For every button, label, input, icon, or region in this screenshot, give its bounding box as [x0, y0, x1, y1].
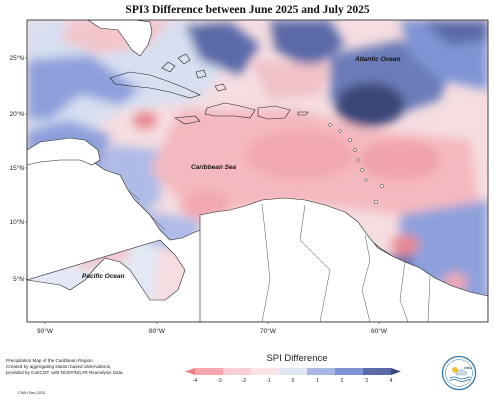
footer-line-3: provided by CariCOF, with NCEP/NCAR Rean…: [6, 370, 124, 376]
lat-tick-25n: 25°N: [9, 54, 24, 62]
yucatan-land: [27, 137, 101, 166]
caribbean-sea-label: Caribbean Sea: [191, 164, 237, 171]
lon-tick-80w: 80°W: [149, 327, 166, 335]
footer-line-1: Precipitation Map of the Caribbean Regio…: [6, 358, 94, 363]
legend-cell: [279, 368, 308, 375]
pacific-ocean-label: Pacific Ocean: [82, 273, 125, 280]
legend-tick: 4: [390, 378, 393, 384]
lon-tick-90w: 90°W: [37, 327, 54, 335]
lat-tick-5n: 5°N: [13, 275, 24, 283]
lat-tick-20n: 20°N: [9, 110, 24, 118]
legend-extend-low: [185, 368, 195, 375]
legend-tick: 1: [316, 378, 319, 384]
legend-cell: [251, 368, 280, 375]
lon-tick-70w: 70°W: [260, 327, 277, 335]
legend-tick: -1: [266, 378, 271, 384]
legend-cell: [223, 368, 252, 375]
map-title: SPI3 Difference between June 2025 and Ju…: [125, 4, 370, 16]
lat-tick-10n: 10°N: [9, 218, 24, 226]
footer-description: Precipitation Map of the Caribbean Regio…: [6, 358, 166, 377]
legend-tick: 3: [365, 378, 368, 384]
legend-cell: [307, 368, 336, 375]
south-america-land: [199, 197, 488, 322]
footer-credit: CIMH Sep-2025: [18, 391, 46, 395]
map-frame: [26, 19, 489, 323]
lat-tick-15n: 15°N: [9, 164, 24, 172]
spi-field: [27, 20, 488, 322]
legend-tick: 2: [341, 378, 344, 384]
legend-cell: [363, 368, 392, 375]
lon-tick-60w: 60°W: [371, 327, 388, 335]
atlantic-ocean-label: Atlantic Ocean: [354, 56, 401, 63]
footer-line-2: Created by aggregating station based obs…: [6, 364, 112, 370]
legend-tick: -4: [193, 378, 198, 384]
legend-tick: -2: [242, 378, 247, 384]
spi-colorbar: -4 -3 -2 -1 0 1 2 3 4: [185, 368, 401, 384]
logo-text: CIMH: [464, 366, 472, 370]
florida-land: [87, 20, 153, 57]
legend-cell: [195, 368, 224, 375]
legend-extend-high: [391, 368, 401, 375]
legend-tick: -3: [217, 378, 222, 384]
legend-tick: 0: [292, 378, 295, 384]
cimh-logo: CIMH: [441, 355, 477, 391]
legend-cell: [335, 368, 364, 375]
legend-title: SPI Difference: [266, 353, 328, 364]
